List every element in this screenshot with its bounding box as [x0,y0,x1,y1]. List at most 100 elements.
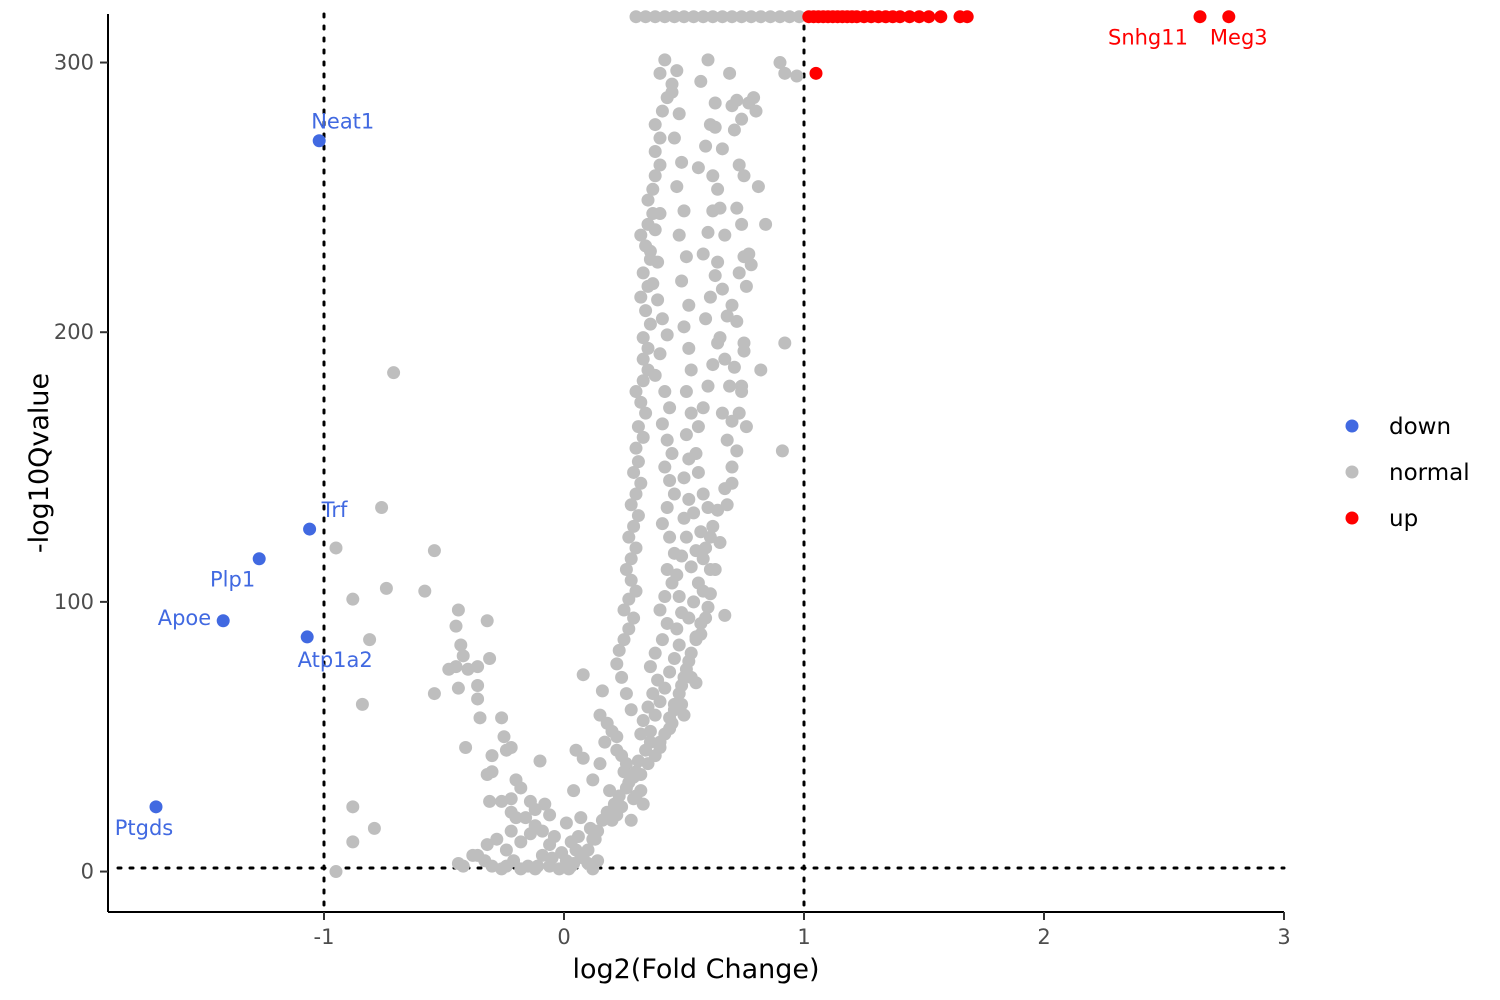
data-point-normal [543,808,557,822]
data-point-normal [670,180,684,194]
legend-label-up: up [1389,506,1418,532]
data-point-normal [456,649,470,663]
y-tick-label: 100 [54,590,94,614]
data-point-normal [677,10,691,24]
data-point-normal [466,848,480,862]
data-point-normal [658,53,672,67]
x-tick-label: -1 [314,925,335,949]
data-point-normal [703,530,717,544]
data-point-normal [660,563,674,577]
data-point-normal [634,476,648,490]
data-point-normal [670,622,684,636]
data-point-normal [451,603,465,617]
legend: down normal up [1345,414,1470,532]
data-point-normal [651,293,665,307]
data-point-normal [655,417,669,431]
data-point-normal [790,69,804,83]
data-point-normal [655,633,669,647]
data-point-normal [706,358,720,372]
data-point-normal [555,846,569,860]
data-point-normal [667,652,681,666]
data-point-normal [641,193,655,207]
data-point-normal [473,711,487,725]
data-point-normal [667,131,681,145]
data-point-normal [759,217,773,231]
data-point-normal [730,314,744,328]
gene-label-atp1a2: Atp1a2 [298,648,373,672]
data-point-normal [379,581,393,595]
data-point-normal [629,385,643,399]
data-point-normal [667,10,681,24]
data-point-normal [619,563,633,577]
data-point-normal [725,460,739,474]
data-point-normal [643,660,657,674]
data-point-normal [713,536,727,550]
data-point-normal [749,104,763,118]
data-point-up [922,10,936,24]
y-tick-label: 300 [54,51,94,75]
data-point-normal [363,633,377,647]
data-point-normal [689,676,703,690]
data-point-normal [538,797,552,811]
data-point-normal [655,104,669,118]
data-point-normal [725,10,739,24]
data-point-normal [720,498,734,512]
data-point-normal [627,519,641,533]
data-point-normal [646,277,660,291]
data-point-normal [737,344,751,358]
data-point-normal [701,53,715,67]
data-point-normal [643,244,657,258]
gene-label-ptgds: Ptgds [115,816,174,840]
data-point-normal [732,158,746,172]
data-point-normal [483,652,497,666]
data-point-normal [665,447,679,461]
data-point-normal [574,811,588,825]
data-point-up [903,10,917,24]
data-point-down [252,552,266,566]
data-point-normal [696,552,710,566]
data-point-normal [495,794,509,808]
data-point-up [1193,10,1207,24]
data-point-normal [495,862,509,876]
data-point-normal [559,816,573,830]
data-point-normal [677,471,691,485]
data-point-normal [648,368,662,382]
data-point-normal [586,832,600,846]
data-point-normal [675,274,689,288]
data-point-up [934,10,948,24]
data-point-normal [682,298,696,312]
data-point-normal [627,611,641,625]
data-point-normal [480,767,494,781]
data-point-up [809,66,823,80]
data-point-normal [747,91,761,105]
data-point-normal [636,331,650,345]
data-point-normal [598,735,612,749]
data-point-normal [454,638,468,652]
data-point-normal [624,703,638,717]
data-point-normal [720,433,734,447]
data-point-normal [699,541,713,555]
data-point-normal [567,784,581,798]
data-point-normal [775,444,789,458]
data-point-normal [480,614,494,628]
data-point-normal [691,420,705,434]
data-point-normal [713,331,727,345]
data-point-normal [375,500,389,514]
data-point-normal [679,428,693,442]
data-point-normal [547,829,561,843]
data-point-normal [679,250,693,264]
threshold-lines [116,12,1286,914]
data-point-normal [528,862,542,876]
data-point-normal [718,228,732,242]
data-point-normal [636,430,650,444]
data-point-normal [687,595,701,609]
data-point-normal [739,420,753,434]
data-point-normal [725,414,739,428]
y-tick-label: 200 [54,320,94,344]
data-point-normal [658,10,672,24]
data-point-normal [329,865,343,879]
data-point-normal [694,627,708,641]
data-point-normal [504,741,518,755]
data-point-normal [627,770,641,784]
data-point-normal [675,697,689,711]
